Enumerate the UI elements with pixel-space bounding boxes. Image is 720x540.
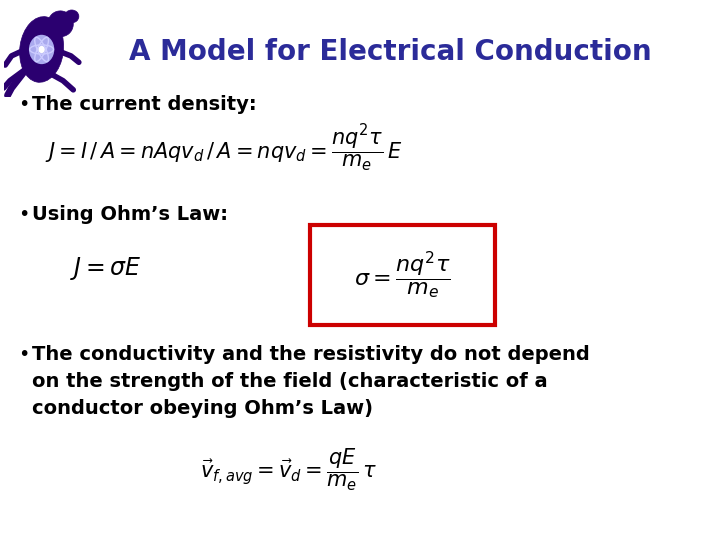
Text: The conductivity and the resistivity do not depend
on the strength of the field : The conductivity and the resistivity do …	[32, 345, 590, 418]
Circle shape	[38, 46, 45, 53]
Text: Using Ohm’s Law:: Using Ohm’s Law:	[32, 205, 228, 224]
Text: $J = \sigma E$: $J = \sigma E$	[70, 254, 142, 281]
Bar	[310, 225, 495, 325]
Text: •: •	[18, 205, 30, 224]
Ellipse shape	[19, 17, 63, 82]
Text: •: •	[18, 95, 30, 114]
Circle shape	[29, 35, 54, 64]
Text: The current density:: The current density:	[32, 95, 256, 114]
Text: $J = I\,/\,A = nAqv_d\,/\,A = nqv_d = \dfrac{nq^2\tau}{m_e}\,E$: $J = I\,/\,A = nAqv_d\,/\,A = nqv_d = \d…	[45, 123, 402, 174]
Text: A Model for Electrical Conduction: A Model for Electrical Conduction	[129, 38, 652, 66]
Text: •: •	[18, 345, 30, 364]
Text: $\vec{v}_{f,avg} = \vec{v}_{d} = \dfrac{qE}{m_e}\,\tau$: $\vec{v}_{f,avg} = \vec{v}_{d} = \dfrac{…	[200, 447, 377, 493]
Ellipse shape	[48, 11, 73, 37]
Text: $\sigma = \dfrac{nq^2\tau}{m_e}$: $\sigma = \dfrac{nq^2\tau}{m_e}$	[354, 249, 451, 301]
Ellipse shape	[65, 10, 78, 23]
